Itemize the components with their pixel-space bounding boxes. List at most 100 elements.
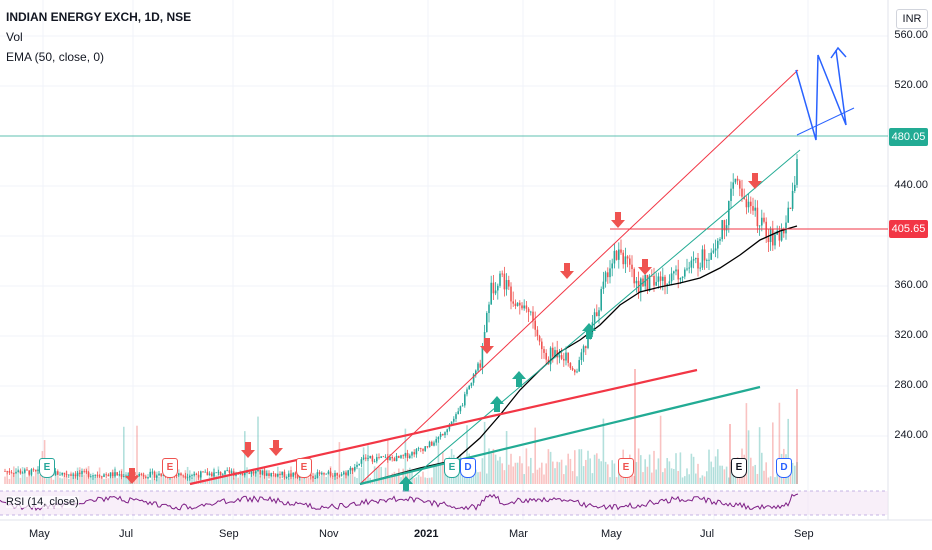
candle-body bbox=[488, 304, 490, 314]
candle-body bbox=[450, 421, 453, 425]
candle-body bbox=[338, 475, 341, 477]
volume-bar bbox=[552, 461, 554, 484]
volume-bar bbox=[340, 477, 343, 484]
volume-bar bbox=[259, 476, 261, 484]
candle-body bbox=[503, 273, 506, 290]
candle-body bbox=[582, 346, 585, 353]
volume-bar bbox=[677, 470, 679, 484]
volume-bar bbox=[336, 476, 338, 484]
candle-body bbox=[345, 472, 347, 476]
volume-bar bbox=[228, 475, 231, 484]
volume-bar bbox=[642, 472, 644, 484]
volume-bar bbox=[48, 477, 50, 484]
volume-bar bbox=[230, 470, 233, 484]
candle-body bbox=[70, 474, 72, 476]
volume-bar bbox=[378, 466, 380, 484]
candle-body bbox=[329, 471, 332, 476]
volume-bar bbox=[138, 473, 140, 484]
candle-body bbox=[756, 207, 759, 227]
volume-bar bbox=[508, 464, 510, 484]
candle-body bbox=[316, 472, 319, 479]
event-badge-icon[interactable]: D bbox=[460, 458, 476, 478]
volume-bar bbox=[554, 468, 556, 484]
candle-body bbox=[61, 472, 63, 475]
volume-bar bbox=[631, 470, 633, 484]
candle-body bbox=[369, 455, 371, 459]
candle-body bbox=[670, 273, 673, 282]
volume-bar bbox=[503, 470, 506, 484]
candle-body bbox=[477, 363, 479, 371]
volume-bar bbox=[578, 449, 580, 484]
candle-body bbox=[466, 389, 468, 395]
candle-body bbox=[413, 452, 415, 455]
candle-body bbox=[725, 225, 728, 231]
candle-body bbox=[490, 282, 492, 305]
candle-body bbox=[510, 286, 512, 302]
volume-bar bbox=[574, 450, 576, 484]
candle-body bbox=[754, 207, 756, 211]
volume-bar bbox=[193, 471, 195, 484]
candle-body bbox=[389, 456, 391, 460]
volume-bar bbox=[585, 459, 587, 484]
volume-bar bbox=[35, 469, 37, 484]
candle-body bbox=[739, 180, 741, 189]
candle-body bbox=[263, 470, 266, 476]
volume-bar bbox=[85, 467, 88, 484]
volume-bar bbox=[380, 466, 382, 484]
candle-body bbox=[156, 475, 158, 478]
price-tick-label: 520.00 bbox=[894, 79, 928, 91]
candle-body bbox=[587, 334, 589, 349]
event-badge-icon[interactable]: E bbox=[731, 458, 747, 478]
event-badge-icon[interactable]: D bbox=[776, 458, 792, 478]
candle-body bbox=[32, 469, 35, 471]
candle-body bbox=[791, 190, 794, 209]
event-badge-icon[interactable]: E bbox=[39, 458, 55, 478]
candle-body bbox=[651, 275, 653, 277]
volume-bar bbox=[299, 478, 301, 484]
volume-bar bbox=[406, 469, 409, 484]
candle-body bbox=[230, 471, 233, 473]
price-tick-label: 560.00 bbox=[894, 29, 928, 41]
event-badge-icon[interactable]: E bbox=[296, 458, 312, 478]
volume-bar bbox=[395, 473, 398, 484]
candle-body bbox=[127, 475, 129, 477]
candle-body bbox=[633, 269, 635, 284]
candle-body bbox=[448, 424, 451, 430]
time-tick-label: May bbox=[29, 528, 50, 540]
candle-body bbox=[618, 249, 620, 260]
volume-bar bbox=[63, 473, 66, 484]
volume-bar bbox=[422, 471, 424, 484]
rsi-pane bbox=[0, 490, 888, 516]
projection-channel-lower bbox=[796, 107, 855, 136]
event-badge-icon[interactable]: E bbox=[162, 458, 178, 478]
candle-body bbox=[431, 441, 433, 446]
candle-body bbox=[602, 281, 605, 290]
volume-bar bbox=[367, 445, 369, 484]
candle-body bbox=[428, 441, 431, 448]
volume-bar bbox=[17, 466, 19, 484]
candle-body bbox=[182, 475, 184, 477]
volume-bar bbox=[591, 473, 594, 484]
candle-body bbox=[136, 475, 138, 477]
candle-body bbox=[519, 302, 521, 306]
volume-bar bbox=[684, 476, 686, 484]
volume-bar bbox=[272, 475, 275, 484]
volume-bar bbox=[30, 473, 33, 484]
candle-body bbox=[268, 473, 270, 476]
volume-bar bbox=[543, 474, 545, 484]
volume-bar bbox=[400, 477, 402, 484]
candle-body bbox=[222, 474, 224, 476]
time-tick-label: May bbox=[601, 528, 622, 540]
candle-body bbox=[794, 184, 796, 191]
time-tick-label: Jul bbox=[700, 528, 715, 540]
candle-body bbox=[684, 269, 686, 277]
candle-body bbox=[120, 474, 123, 477]
event-badge-icon[interactable]: E bbox=[618, 458, 634, 478]
volume-bar bbox=[164, 478, 167, 484]
volume-bar bbox=[477, 472, 479, 484]
candle-body bbox=[149, 471, 151, 478]
event-badge-icon[interactable]: E bbox=[444, 458, 460, 478]
currency-button[interactable]: INR bbox=[896, 9, 928, 29]
candle-body bbox=[774, 234, 776, 246]
candle-body bbox=[554, 350, 556, 357]
